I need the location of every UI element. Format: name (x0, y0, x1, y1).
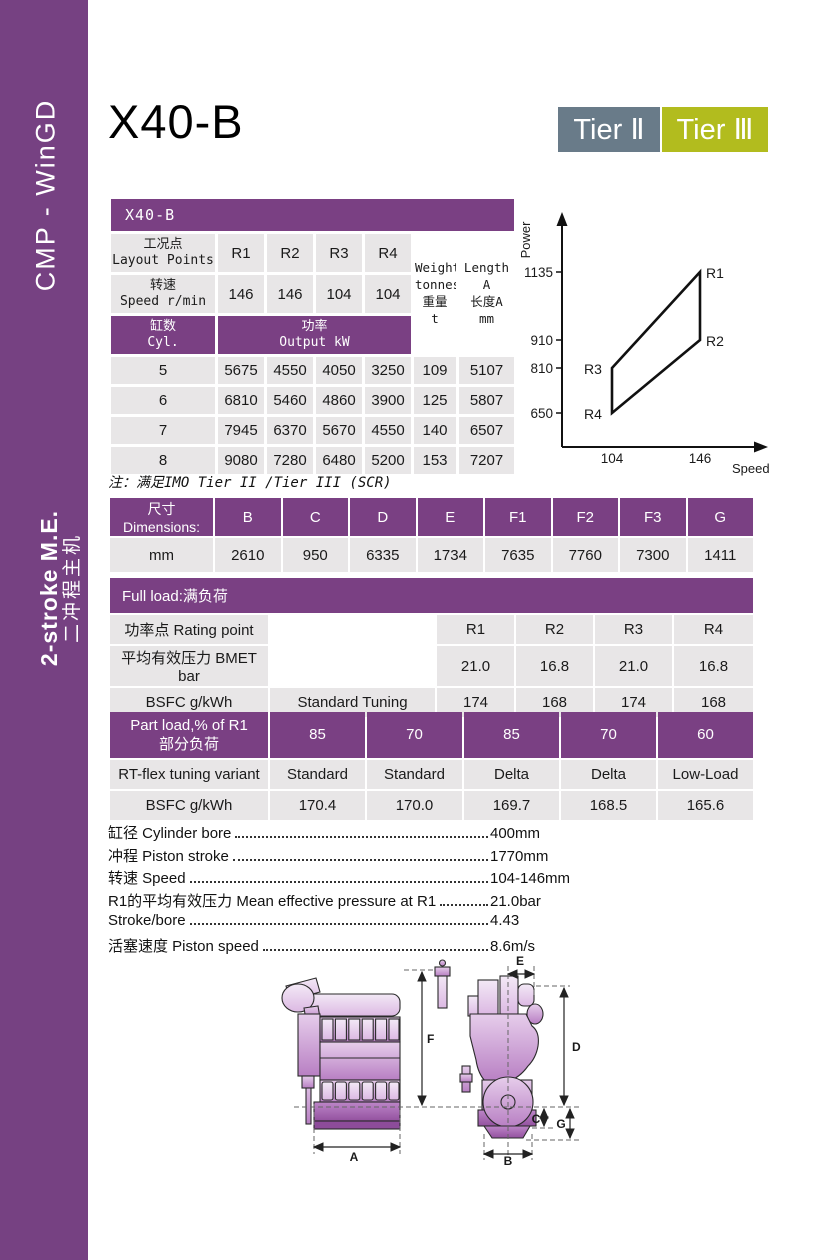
speed-r2: 146 (267, 275, 313, 313)
speed-r1: 146 (218, 275, 264, 313)
power-speed-chart: Power 1135 910 810 650 R1 R2 R3 R4 104 1… (518, 212, 770, 476)
y-axis-label: Power (518, 221, 533, 259)
table-row: mm 2610 950 6335 1734 7635 7760 7300 141… (110, 538, 753, 572)
rating-point-label: 功率点 Rating point (110, 615, 268, 644)
weight-header: Weight tonnes 重量 t (414, 234, 456, 354)
product-line-vertical-text: 2-stroke M.E. 二冲程主机 (36, 510, 84, 666)
dimension-labels: A B C D E F G (350, 954, 581, 1166)
spec-piston-stroke: 冲程 Piston stroke 1770mm (108, 847, 549, 865)
spec-stroke-bore: Stroke/bore 4.43 (108, 912, 520, 930)
main-spec-table: X40-B 工况点 Layout Points R1 R2 R3 R4 Weig… (108, 196, 517, 477)
tier3-badge: Tier Ⅲ (662, 107, 768, 152)
spec-cylinder-bore: 缸径 Cylinder bore 400mm (108, 825, 541, 842)
dim-col-d: D (350, 498, 416, 536)
x-tick-146: 146 (689, 451, 712, 466)
imo-note: 注：满足IMO Tier II /Tier III (SCR) (108, 475, 392, 491)
engine-end-view (459, 975, 544, 1139)
x-axis-label: Speed (732, 461, 770, 476)
table-row: 6 6810 5460 4860 3900 125 5807 (111, 387, 515, 414)
point-label-r4: R4 (584, 406, 602, 422)
part-bsfc-label: BSFC g/kWh (110, 791, 268, 820)
dim-label-b: B (504, 1154, 513, 1166)
dim-label-c: C (532, 1112, 541, 1126)
y-tick-1135: 1135 (524, 265, 553, 280)
speed-label: 转速 Speed r/min (111, 275, 215, 313)
point-label-r1: R1 (706, 265, 724, 281)
y-axis-arrow (556, 212, 568, 226)
dim-col-c: C (282, 498, 348, 536)
dim-col-f3: F3 (620, 498, 686, 536)
point-label-r3: R3 (584, 361, 602, 377)
part-load-table: Part load,% of R1 部分负荷 85 70 85 70 60 RT… (108, 710, 755, 822)
tier-badges: Tier Ⅱ Tier Ⅲ (558, 107, 768, 152)
spec-speed: 转速 Speed 104-146mm (108, 870, 571, 888)
table-row: 功率点 Rating point R1 R2 R3 R4 (110, 615, 754, 644)
dim-col-f1: F1 (485, 498, 551, 536)
output-header: 功率 Output kW (218, 316, 411, 354)
y-tick-650: 650 (530, 406, 553, 421)
dim-label-g: G (556, 1117, 565, 1131)
sidebar: CMP - WinGD 2-stroke M.E. 二冲程主机 (0, 0, 88, 1260)
speed-r4: 104 (365, 275, 411, 313)
point-r4: R4 (365, 234, 411, 272)
dim-unit: mm (110, 538, 213, 572)
part-load-label: Part load,% of R1 部分负荷 (110, 712, 268, 758)
layout-field-polygon (610, 268, 702, 416)
point-r3: R3 (316, 234, 362, 272)
table-row: 5 5675 4550 4050 3250 109 5107 (111, 357, 515, 384)
dim-label-e: E (516, 954, 524, 968)
y-tick-810: 810 (530, 361, 553, 376)
engine-dimension-drawing: A B C D E F G (281, 954, 582, 1166)
dim-label-f: F (427, 1032, 434, 1046)
table-row: BSFC g/kWh 170.4 170.0 169.7 168.5 165.6 (110, 791, 753, 820)
x-tick-104: 104 (601, 451, 624, 466)
tuning-variant-label: RT-flex tuning variant (110, 760, 268, 789)
engine-side-view (281, 959, 451, 1130)
table-row: 8 9080 7280 6480 5200 153 7207 (111, 447, 515, 474)
dim-col-f2: F2 (552, 498, 618, 536)
full-load-title: Full load:满负荷 (110, 578, 754, 613)
brand-vertical-text: CMP - WinGD (30, 98, 61, 292)
dimensions-table: 尺寸Dimensions: B C D E F1 F2 F3 G mm 2610… (108, 496, 755, 574)
layout-points-label: 工况点 Layout Points (111, 234, 215, 272)
point-label-r2: R2 (706, 333, 724, 349)
spec-list: 缸径 Cylinder bore 400mm 冲程 Piston stroke … (108, 822, 578, 958)
dim-col-g: G (687, 498, 753, 536)
dimensions-label: 尺寸Dimensions: (110, 498, 213, 536)
product-line-en: 2-stroke M.E. (35, 509, 62, 667)
table-row: 平均有效压力 BMET bar 21.0 16.8 21.0 16.8 (110, 646, 754, 686)
page-title: X40-B (108, 95, 244, 148)
spec-piston-speed: 活塞速度 Piston speed 8.6m/s (108, 937, 536, 955)
table-row: RT-flex tuning variant Standard Standard… (110, 760, 753, 789)
layout-points-en: Layout Points (112, 253, 214, 268)
x-axis-arrow (754, 441, 768, 453)
layout-points-zh: 工况点 (143, 236, 183, 252)
tier2-badge: Tier Ⅱ (558, 107, 660, 152)
table-row: 7 7945 6370 5670 4550 140 6507 (111, 417, 515, 444)
spec-mep-r1: R1的平均有效压力 Mean effective pressure at R1 … (108, 892, 541, 910)
dim-label-a: A (350, 1150, 359, 1164)
length-header: Length A 长度A mm (459, 234, 515, 354)
speed-r3: 104 (316, 275, 362, 313)
bmet-label: 平均有效压力 BMET bar (110, 646, 268, 686)
dimension-arrows (312, 969, 575, 1159)
product-line-zh: 二冲程主机 (62, 533, 84, 644)
dim-label-d: D (572, 1040, 581, 1054)
full-load-table: Full load:满负荷 功率点 Rating point R1 R2 R3 … (108, 576, 755, 719)
point-r2: R2 (267, 234, 313, 272)
dim-col-b: B (215, 498, 281, 536)
y-tick-910: 910 (530, 333, 553, 348)
dim-col-e: E (417, 498, 483, 536)
point-r1: R1 (218, 234, 264, 272)
cyl-header: 缸数 Cyl. (111, 316, 215, 354)
main-table-title: X40-B (111, 199, 515, 231)
